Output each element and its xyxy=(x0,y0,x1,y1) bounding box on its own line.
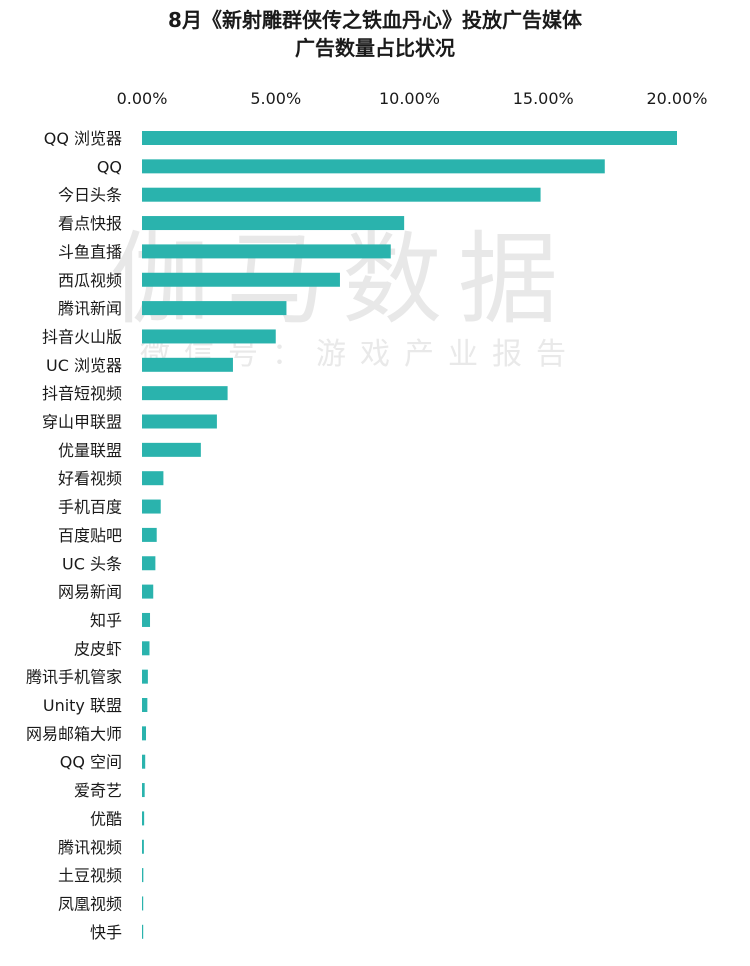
category-label: 优量联盟 xyxy=(58,441,122,460)
category-label: 知乎 xyxy=(90,611,122,630)
bars xyxy=(142,131,677,939)
bar xyxy=(142,357,233,372)
category-label: 抖音短视频 xyxy=(42,384,122,403)
bar xyxy=(142,839,144,854)
x-tick-label: 15.00% xyxy=(513,89,574,108)
bar xyxy=(142,216,405,231)
category-label: 百度贴吧 xyxy=(58,526,122,545)
bar xyxy=(142,272,340,287)
bar xyxy=(142,584,154,599)
category-label: 爱奇艺 xyxy=(74,781,122,800)
bar xyxy=(142,641,150,656)
category-label: Unity 联盟 xyxy=(43,696,122,715)
bar xyxy=(142,527,157,542)
category-label: 网易邮箱大师 xyxy=(26,724,122,743)
category-label: 腾讯视频 xyxy=(58,838,122,857)
category-label: UC 头条 xyxy=(62,554,122,573)
category-label: 西瓜视频 xyxy=(58,271,122,290)
chart-title-line-1: 8月《新射雕群侠传之铁血丹心》投放广告媒体 xyxy=(168,8,582,32)
x-tick-label: 5.00% xyxy=(250,89,301,108)
category-label: 看点快报 xyxy=(58,214,122,233)
bar xyxy=(142,386,228,401)
category-label: QQ 空间 xyxy=(60,753,122,772)
chart-title: 8月《新射雕群侠传之铁血丹心》投放广告媒体 广告数量占比状况 xyxy=(0,6,750,62)
category-label: 土豆视频 xyxy=(58,866,122,885)
bar xyxy=(142,868,144,883)
bar xyxy=(142,414,217,429)
bar xyxy=(142,698,148,712)
x-tick-label: 0.00% xyxy=(117,89,168,108)
bar xyxy=(142,471,164,486)
bar xyxy=(142,924,144,939)
bar xyxy=(142,811,145,826)
bar xyxy=(142,442,201,457)
x-tick-label: 20.00% xyxy=(646,89,707,108)
category-label: QQ 浏览器 xyxy=(44,129,122,148)
chart-title-line-2: 广告数量占比状况 xyxy=(295,36,455,60)
bar xyxy=(142,669,148,684)
category-label: 腾讯手机管家 xyxy=(26,668,122,687)
category-label: 好看视频 xyxy=(58,469,122,488)
category-label: 皮皮虾 xyxy=(74,639,122,658)
bar xyxy=(142,159,605,174)
bar xyxy=(142,301,287,316)
category-label: 手机百度 xyxy=(58,498,122,517)
category-label: 斗鱼直播 xyxy=(58,242,122,261)
bar xyxy=(142,187,541,202)
category-label: UC 浏览器 xyxy=(46,356,122,375)
bar xyxy=(142,556,156,571)
category-label: 腾讯新闻 xyxy=(58,299,122,318)
category-label: 抖音火山版 xyxy=(42,327,122,346)
category-label: 快手 xyxy=(90,923,122,942)
category-label: 穿山甲联盟 xyxy=(42,413,122,432)
x-tick-label: 10.00% xyxy=(379,89,440,108)
bar xyxy=(142,896,144,911)
bar xyxy=(142,499,161,514)
bar xyxy=(142,244,391,259)
bar xyxy=(142,783,145,798)
category-label: 今日头条 xyxy=(58,186,122,205)
category-label: QQ xyxy=(97,157,122,176)
category-label: 凤凰视频 xyxy=(58,894,122,913)
bar xyxy=(142,754,146,769)
bar xyxy=(142,726,147,741)
x-axis-ticks: 0.00% 5.00% 10.00% 15.00% 20.00% xyxy=(117,89,708,108)
bar xyxy=(142,131,677,145)
bar xyxy=(142,612,151,627)
category-label: 网易新闻 xyxy=(58,583,122,602)
bar xyxy=(142,329,276,344)
category-label: 优酷 xyxy=(90,809,122,828)
